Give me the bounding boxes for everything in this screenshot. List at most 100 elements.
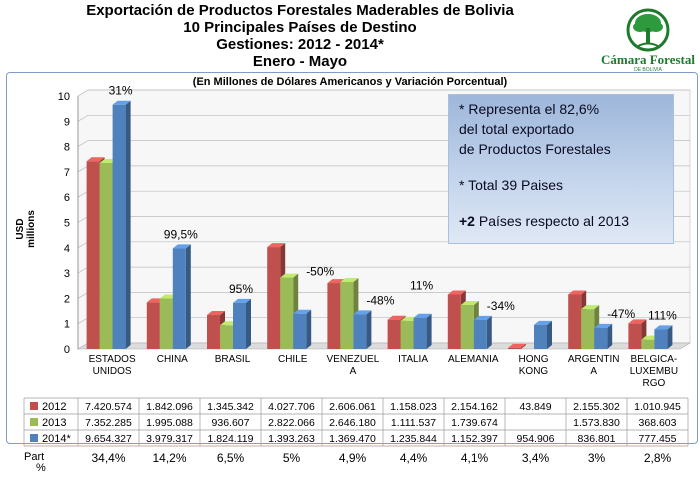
x-tick-label: HONG (519, 354, 549, 365)
legend-swatch-2013 (30, 418, 38, 426)
title-line-4: Enero - Mayo (252, 53, 348, 70)
bar-2012 (447, 294, 461, 349)
x-tick-label: ARGENTIN (568, 354, 620, 365)
bar-top (293, 309, 312, 314)
note-highlight: +2 (459, 213, 475, 229)
variation-label: 99,5% (164, 227, 198, 241)
note-line-3: de Productos Forestales (459, 141, 611, 157)
x-tick-label: RGO (643, 378, 666, 389)
bar-2012 (508, 347, 521, 349)
bar-2012 (387, 319, 401, 349)
bar-2014* (473, 319, 487, 349)
legend-swatch-2014* (30, 434, 38, 442)
note-line-4: * Total 39 Paises (459, 177, 564, 193)
x-tick-label: CHINA (157, 354, 188, 365)
variation-label: 111% (648, 308, 677, 322)
bar-2014* (353, 314, 367, 349)
y-tick-label: 1 (64, 319, 70, 331)
bar-side (366, 310, 372, 349)
bar-top (413, 313, 432, 318)
y-tick-label: 5 (64, 218, 70, 230)
note-line-2: del total exportado (459, 121, 575, 137)
bar-2013 (340, 282, 354, 349)
variation-label: -47% (607, 307, 635, 321)
bar-top (172, 244, 191, 249)
variation-label: -48% (366, 293, 394, 307)
x-tick-label: LUXEMBU (630, 366, 678, 377)
bar-side (521, 343, 526, 349)
camara-forestal-logo: Cámara Forestal DE BOLIVIA (598, 8, 698, 73)
y-tick-label: 2 (64, 293, 70, 305)
bar-2012 (207, 314, 220, 349)
table-cell: 1.010.945 (634, 401, 681, 413)
y-tick-label: 6 (64, 192, 70, 204)
bar-2012 (628, 323, 642, 349)
table-cell: 1.152.397 (451, 433, 498, 445)
bar-top (568, 290, 587, 295)
part-value: 4,4% (400, 451, 428, 465)
bar-2013 (280, 277, 294, 349)
table-cell: 3.979.317 (146, 433, 193, 445)
bar-2012 (327, 283, 341, 349)
bar-2012 (568, 294, 582, 349)
x-tick-label: BRASIL (215, 354, 251, 365)
table-cell: 1.824.119 (208, 433, 254, 445)
y-tick-label: 3 (64, 268, 70, 280)
y-axis-label: USD millions (15, 210, 37, 248)
part-value: 3,4% (522, 451, 550, 465)
table-cell: 1.158.023 (390, 401, 437, 413)
x-tick-label: UNIDOS (93, 366, 132, 377)
table-cell: 1.345.342 (207, 401, 254, 413)
variation-label: 95% (229, 282, 253, 296)
chart-title: Exportación de Productos Forestales Made… (60, 2, 540, 70)
title-line-3: Gestiones: 2012 - 2014* (216, 36, 384, 53)
variation-label: -34% (487, 299, 515, 313)
bar-2014* (654, 329, 668, 349)
part-value: 14,2% (152, 451, 186, 465)
table-cell: 1.235.844 (390, 433, 437, 445)
bar-2014* (293, 313, 307, 349)
bar-top (508, 343, 526, 348)
legend-label-2014*: 2014* (42, 433, 71, 445)
table-cell: 1.369.470 (329, 433, 376, 445)
part-label-line-1: Part (24, 451, 45, 463)
bar-top (86, 157, 105, 162)
bar-2014* (413, 317, 427, 349)
variation-label: -50% (306, 265, 334, 279)
table-cell: 1.573.830 (573, 417, 620, 429)
variation-label: 31% (109, 84, 133, 98)
x-tick-label: A (590, 366, 597, 377)
bar-side (607, 323, 613, 349)
y-tick-label: 8 (64, 142, 70, 154)
table-cell: 4.027.706 (268, 401, 315, 413)
bar-top (447, 290, 466, 295)
title-line-1: Exportación de Productos Forestales Made… (86, 2, 514, 19)
table-cell: 1.393.263 (268, 433, 315, 445)
table-cell: 777.455 (639, 433, 677, 445)
table-cell: 7.420.574 (85, 401, 132, 413)
table-cell: 43.849 (519, 401, 551, 413)
bar-2013 (99, 162, 113, 349)
y-tick-label: 0 (64, 344, 70, 356)
table-cell: 936.607 (212, 417, 250, 429)
x-tick-label: ITALIA (398, 354, 428, 365)
table-cell: 2.155.302 (573, 401, 620, 413)
bar-2014* (172, 248, 186, 349)
table-cell: 2.822.066 (268, 417, 315, 429)
bar-2014* (594, 327, 608, 349)
note-line-5: +2 Países respecto al 2013 (459, 213, 629, 229)
bar-2013 (581, 309, 595, 349)
legend-swatch-2012 (30, 402, 38, 410)
bar-top (112, 100, 131, 105)
bar-2013 (220, 325, 233, 349)
bar-side (486, 315, 492, 349)
note-line-5-text: Países respecto al 2013 (474, 213, 630, 229)
bar-top (581, 305, 600, 310)
bar-side (426, 313, 432, 349)
part-label: Part % (24, 452, 46, 474)
x-tick-label: CHILE (278, 354, 308, 365)
note-line-1: * Representa el 82,6% (459, 101, 600, 117)
logo-name: Cámara Forestal (601, 52, 695, 67)
bar-side (246, 298, 251, 349)
part-value: 4,9% (339, 451, 367, 465)
